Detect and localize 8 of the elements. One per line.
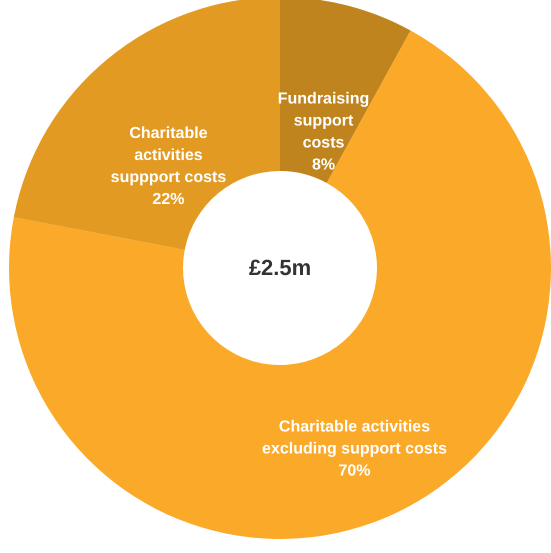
data-label: 8% [312, 156, 336, 174]
data-label: 70% [338, 462, 371, 480]
donut-slice [9, 30, 551, 539]
text: £2.5m [248, 255, 312, 280]
slice-label: Charitable activities suppport costs [110, 125, 226, 186]
slice-label: Fundraising support costs [278, 90, 370, 152]
data-label: 22% [152, 191, 184, 208]
slice-label: Charitable activities excluding support costs [262, 418, 448, 458]
